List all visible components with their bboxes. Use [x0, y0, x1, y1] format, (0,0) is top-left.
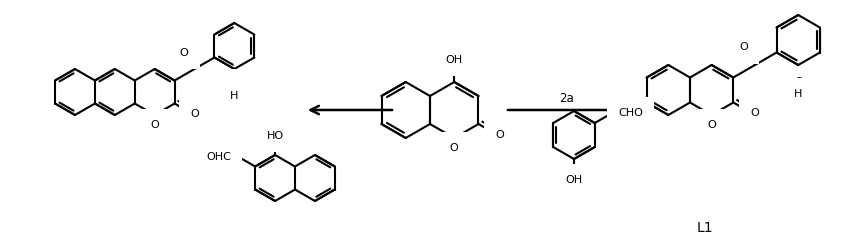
- Text: O: O: [151, 120, 159, 130]
- Text: O: O: [707, 120, 716, 130]
- Text: L1: L1: [697, 221, 713, 235]
- Text: OH: OH: [566, 175, 583, 185]
- Text: OHC: OHC: [206, 152, 231, 162]
- Text: O: O: [740, 42, 748, 52]
- Text: O: O: [495, 130, 504, 140]
- Text: O: O: [230, 80, 239, 90]
- Text: O: O: [180, 48, 188, 58]
- Text: O: O: [750, 108, 759, 118]
- Text: O: O: [450, 143, 459, 153]
- Text: OH: OH: [446, 55, 463, 65]
- Text: O: O: [190, 108, 199, 118]
- Text: O: O: [794, 77, 803, 87]
- Text: CHO: CHO: [618, 108, 643, 118]
- Text: H: H: [230, 91, 239, 101]
- Text: H: H: [794, 89, 802, 99]
- Text: 2a: 2a: [560, 92, 574, 104]
- Text: HO: HO: [266, 131, 283, 141]
